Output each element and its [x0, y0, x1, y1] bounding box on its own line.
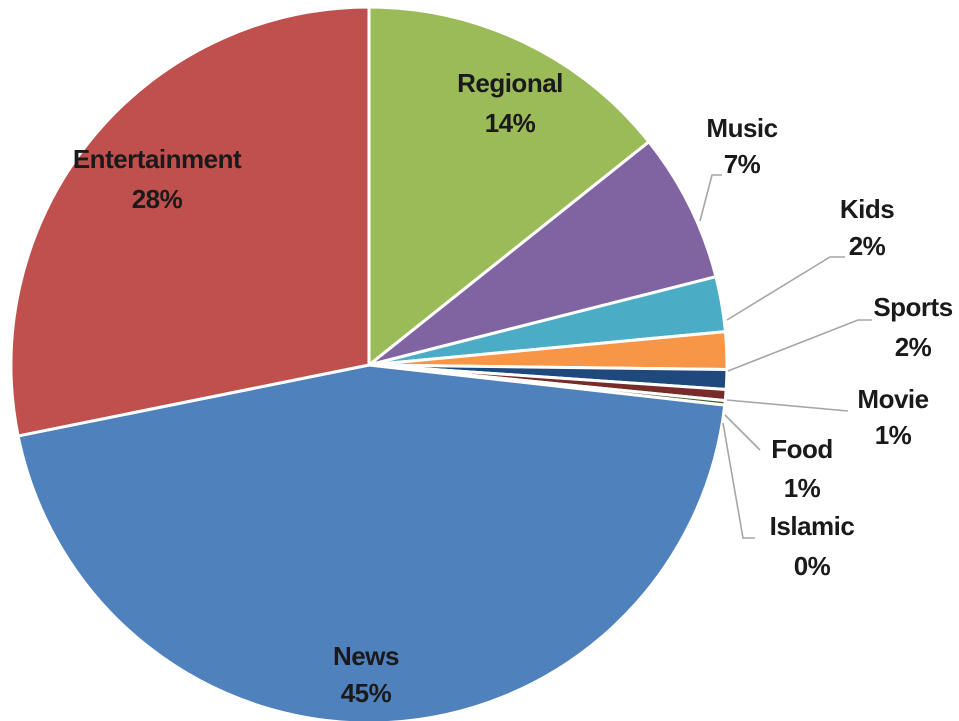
leader-line-sports	[727, 319, 872, 372]
label-percent-food: 1%	[784, 473, 821, 503]
leader-line-kids	[726, 256, 845, 321]
leader-line-movie	[726, 399, 849, 412]
pie-slices	[9, 5, 729, 721]
label-percent-movie: 1%	[875, 420, 912, 450]
label-name-entertainment: Entertainment	[73, 144, 242, 174]
label-name-sports: Sports	[873, 292, 952, 322]
label-percent-entertainment: 28%	[132, 184, 183, 214]
leader-lines	[699, 174, 872, 539]
label-percent-islamic: 0%	[794, 551, 831, 581]
label-name-regional: Regional	[457, 68, 563, 98]
label-percent-music: 7%	[724, 149, 761, 179]
label-percent-regional: 14%	[485, 108, 536, 138]
label-percent-sports: 2%	[895, 332, 932, 362]
pie-slice-entertainment	[9, 5, 371, 438]
leader-line-food	[724, 414, 761, 451]
leader-line-music	[699, 174, 722, 222]
leader-line-islamic	[722, 422, 755, 539]
label-name-kids: Kids	[840, 194, 894, 224]
label-name-news: News	[333, 641, 399, 671]
data-labels: News 45% Entertainment 28% Regional 14% Music 7…	[73, 68, 953, 708]
label-name-music: Music	[706, 113, 777, 143]
label-percent-news: 45%	[341, 678, 392, 708]
pie-slice-news	[16, 363, 727, 721]
label-name-islamic: Islamic	[770, 511, 855, 541]
pie-slice-regional	[367, 5, 651, 367]
label-percent-kids: 2%	[849, 231, 886, 261]
label-name-food: Food	[771, 434, 833, 464]
pie-slice-music	[367, 140, 718, 367]
label-name-movie: Movie	[857, 384, 928, 414]
